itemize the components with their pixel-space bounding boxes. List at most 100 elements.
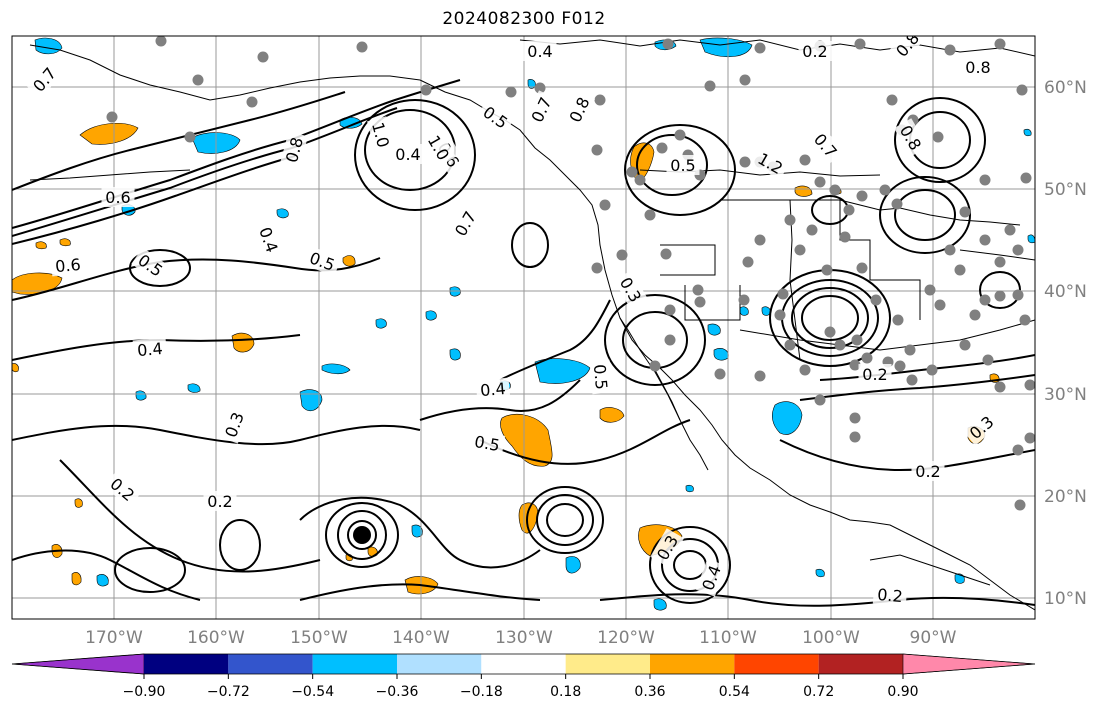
contour-lines [12, 79, 1035, 607]
station-dot [420, 84, 432, 96]
contour-label: 0.5 [590, 363, 611, 390]
station-dot [692, 284, 704, 296]
anomaly-patch [449, 348, 461, 361]
colorbar-tick-label: −0.90 [123, 684, 166, 700]
contour-label: 0.2 [862, 365, 887, 384]
station-dot [155, 36, 167, 47]
lon-label: 100°W [802, 628, 860, 648]
station-dot [591, 144, 603, 156]
lon-label: 130°W [495, 628, 553, 648]
station-dot [356, 41, 368, 53]
contour-label: 0.4 [479, 379, 506, 400]
station-dot [994, 38, 1006, 50]
colorbar-segment [902, 653, 1036, 675]
station-dot [534, 82, 546, 94]
anomaly-patch [299, 389, 323, 412]
colorbar-segment [144, 654, 229, 674]
station-dot [994, 290, 1006, 302]
colorbar-tick-label: −0.36 [376, 684, 419, 700]
contour-label: 0.4 [136, 339, 163, 360]
anomaly-patch [815, 568, 825, 578]
lat-label: 30°N [1044, 385, 1087, 405]
station-dot [924, 284, 936, 296]
anomaly-patch [59, 238, 71, 247]
colorbar-segment [734, 654, 819, 674]
colorbar-segment [11, 653, 145, 675]
anomaly-patch [96, 574, 109, 587]
station-dot [944, 244, 956, 256]
colorbar-tick-label: −0.18 [460, 684, 503, 700]
colorbar-segment [397, 654, 482, 674]
latitude-labels: 60°N 50°N 40°N 30°N 20°N 10°N [1044, 78, 1087, 609]
station-dot [834, 339, 846, 351]
station-dot [979, 174, 991, 186]
colorbar-segment [481, 654, 566, 674]
station-dot [944, 44, 956, 56]
anomaly-patch [321, 363, 351, 375]
station-dot [626, 166, 638, 178]
station-dot [1016, 84, 1028, 96]
station-dot [829, 184, 841, 196]
colorbar-segment [228, 654, 313, 674]
station-dot [246, 96, 258, 108]
station-dot [851, 334, 863, 346]
anomaly-patch [276, 208, 289, 219]
station-dot [856, 262, 868, 274]
anomaly-patch [599, 407, 625, 423]
colorbar-tick-label: −0.72 [207, 684, 250, 700]
station-dot [969, 309, 981, 321]
station-dot [854, 38, 866, 50]
station-dot [784, 214, 796, 226]
station-dot [1012, 244, 1024, 256]
anomaly-patch [12, 272, 63, 295]
anomaly-patch [375, 318, 387, 329]
station-dot [106, 111, 118, 123]
station-dot [886, 94, 898, 106]
station-dot [774, 309, 786, 321]
lon-label: 160°W [187, 628, 245, 648]
station-dot [979, 234, 991, 246]
station-dot [1019, 314, 1031, 326]
station-dot [806, 224, 818, 236]
contour-label: 0.5 [670, 156, 695, 175]
colorbar-segment [312, 654, 397, 674]
lon-label: 120°W [597, 628, 655, 648]
anomaly-patch [771, 401, 803, 435]
contour-label: 0.2 [915, 462, 940, 481]
colorbar-segment [818, 654, 903, 674]
station-dot [894, 360, 906, 372]
contour-label: 0.2 [207, 492, 232, 511]
station-dot [904, 344, 916, 356]
anomaly-patch [707, 323, 721, 336]
station-dot [649, 360, 661, 372]
contour-label: 0.2 [877, 585, 904, 606]
longitude-labels: 170°W 160°W 150°W 140°W 130°W 120°W 110°… [85, 628, 957, 648]
station-dot [704, 80, 716, 92]
anomaly-patch [449, 286, 461, 297]
anomaly-patch [135, 390, 147, 401]
anomaly-patch [425, 310, 437, 321]
colorbar-tick-label: −0.54 [291, 684, 334, 700]
colorbar: −0.90 −0.72 −0.54 −0.36 −0.18 0.18 0.36 0.54 0.7… [11, 653, 1036, 700]
station-dot [1024, 379, 1035, 391]
station-dot [892, 314, 904, 326]
station-dot [656, 142, 668, 154]
station-dot [660, 248, 672, 260]
lat-label: 50°N [1044, 180, 1087, 200]
station-dot [505, 86, 517, 98]
station-dot [870, 294, 882, 306]
lat-label: 40°N [1044, 282, 1087, 302]
anomaly-patch [739, 306, 749, 316]
colorbar-segment [650, 654, 735, 674]
anomaly-patch [79, 123, 139, 145]
anomaly-patch [187, 383, 201, 393]
contour-label: 0.2 [802, 42, 827, 61]
station-dot [634, 174, 646, 186]
anomaly-patch [1023, 128, 1032, 137]
station-dot [814, 394, 826, 406]
station-dot [594, 94, 606, 106]
station-dot [954, 264, 966, 276]
station-dot [926, 364, 938, 376]
station-dot [754, 42, 766, 54]
station-dot [821, 264, 833, 276]
